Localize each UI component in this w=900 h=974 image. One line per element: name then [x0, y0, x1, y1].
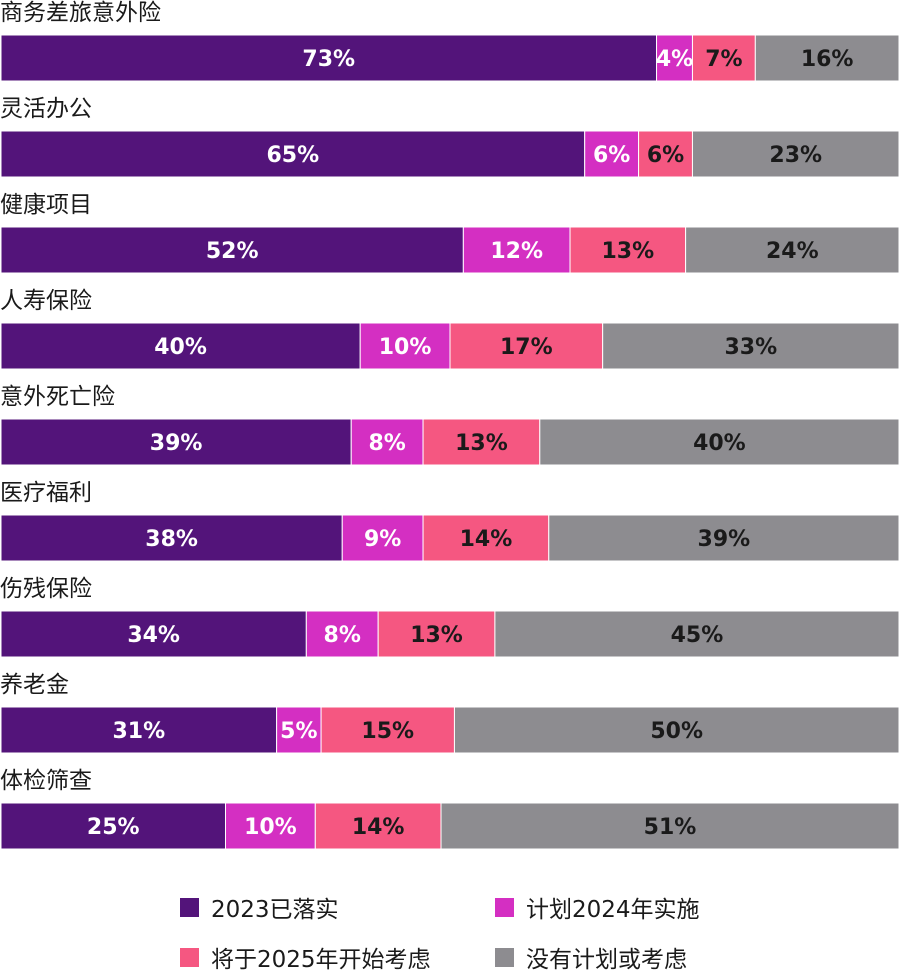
- bar-segment: [691, 34, 756, 82]
- bar-segment: [656, 34, 693, 82]
- category-label: 意外死亡险: [0, 384, 115, 410]
- bar-value-label: 73%: [302, 47, 355, 72]
- bar-value-label: 65%: [267, 143, 320, 168]
- bar-value-label: 14%: [460, 527, 513, 552]
- bar-value-label: 24%: [766, 239, 819, 264]
- bar-value-label: 45%: [671, 623, 724, 648]
- legend-item-planned-2024: 计划2024年实施: [495, 890, 700, 924]
- bar-value-label: 6%: [647, 143, 684, 168]
- category-label: 伤残保险: [0, 576, 92, 602]
- bar-segment: [0, 706, 278, 754]
- bar-segment: [0, 226, 464, 274]
- legend-label-considering-2025: 将于2025年开始考虑: [211, 947, 431, 973]
- bar-segment: [602, 322, 900, 370]
- bar-value-label: 9%: [364, 527, 401, 552]
- bar-value-label: 6%: [593, 143, 630, 168]
- bar-value-label: 12%: [490, 239, 543, 264]
- bar-value-label: 39%: [150, 431, 203, 456]
- bar-value-label: 10%: [379, 335, 432, 360]
- bar-value-label: 34%: [127, 623, 180, 648]
- bar-value-label: 13%: [410, 623, 463, 648]
- category-label: 健康项目: [0, 192, 92, 218]
- bar-segment: [548, 514, 900, 562]
- legend-label-planned-2024: 计划2024年实施: [526, 897, 700, 923]
- legend-item-no-plan: 没有计划或考虑: [495, 940, 687, 974]
- bar-segment: [225, 802, 316, 850]
- bar-segment: [584, 130, 640, 178]
- bar-segment: [0, 610, 307, 658]
- bar-value-label: 10%: [244, 815, 297, 840]
- bar-segment: [341, 514, 424, 562]
- bar-segment: [0, 130, 586, 178]
- bar-value-label: 13%: [601, 239, 654, 264]
- bar-value-label: 15%: [361, 719, 414, 744]
- legend-swatch-implemented-2023: [180, 897, 199, 917]
- bar-value-label: 51%: [644, 815, 697, 840]
- bar-segment: [320, 706, 455, 754]
- bar-value-label: 38%: [145, 527, 198, 552]
- bar-value-label: 16%: [801, 47, 854, 72]
- bar-value-label: 33%: [724, 335, 777, 360]
- bar-segment: [0, 418, 352, 466]
- bar-segment: [539, 418, 900, 466]
- bar-segment: [691, 130, 900, 178]
- bar-segment: [685, 226, 900, 274]
- bar-value-label: 52%: [206, 239, 259, 264]
- bar-value-label: 4%: [656, 47, 693, 72]
- legend-swatch-planned-2024: [495, 897, 514, 917]
- bar-value-label: 40%: [693, 431, 746, 456]
- bar-segment: [0, 514, 343, 562]
- bar-segment: [377, 610, 496, 658]
- bar-segment: [0, 322, 361, 370]
- category-label: 医疗福利: [0, 480, 92, 506]
- legend-item-considering-2025: 将于2025年开始考虑: [180, 940, 431, 974]
- bar-segment: [350, 418, 424, 466]
- stacked-bar-chart: 商务差旅意外险 73% 4% 7% 16% 灵活办公 65% 6% 6% 23% 健康项目 52% 12…: [0, 0, 900, 850]
- bar-value-label: 5%: [280, 719, 317, 744]
- legend-swatch-no-plan: [495, 947, 514, 967]
- bar-value-label: 17%: [500, 335, 553, 360]
- bar-value-label: 13%: [455, 431, 508, 456]
- legend-label-implemented-2023: 2023已落实: [211, 897, 339, 923]
- bar-value-label: 40%: [154, 335, 207, 360]
- bar-segment: [754, 34, 900, 82]
- bar-segment: [453, 706, 900, 754]
- bar-segment: [440, 802, 900, 850]
- bar-segment: [0, 34, 658, 82]
- legend-label-no-plan: 没有计划或考虑: [526, 947, 687, 973]
- bar-value-label: 23%: [769, 143, 822, 168]
- category-label: 灵活办公: [0, 96, 92, 122]
- bar-segment: [462, 226, 571, 274]
- bar-value-label: 50%: [650, 719, 703, 744]
- bar-value-label: 39%: [698, 527, 751, 552]
- category-label: 商务差旅意外险: [0, 0, 161, 26]
- category-label: 人寿保险: [0, 288, 92, 314]
- bar-segment: [359, 322, 451, 370]
- bar-segment: [422, 418, 541, 466]
- category-label: 体检筛查: [0, 768, 92, 794]
- bar-segment: [638, 130, 693, 178]
- category-label: 养老金: [0, 672, 69, 698]
- bar-segment: [422, 514, 550, 562]
- bar-segment: [314, 802, 442, 850]
- legend-item-implemented-2023: 2023已落实: [180, 890, 339, 924]
- bar-value-label: 31%: [112, 719, 165, 744]
- bar-value-label: 14%: [352, 815, 405, 840]
- legend-swatch-considering-2025: [180, 947, 199, 967]
- bar-value-label: 25%: [87, 815, 140, 840]
- bar-value-label: 7%: [705, 47, 742, 72]
- bar-segment: [494, 610, 900, 658]
- bar-value-label: 8%: [324, 623, 361, 648]
- bar-value-label: 8%: [368, 431, 405, 456]
